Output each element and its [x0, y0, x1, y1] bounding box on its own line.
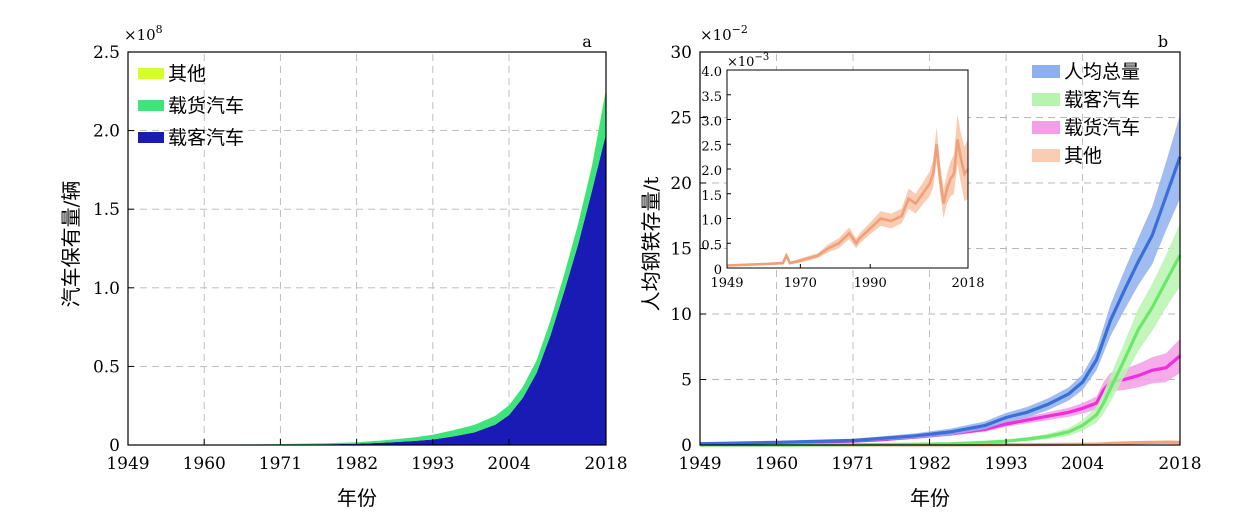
panel-a: 1949 1960 1971 1982 1993 2004 2018 0 0.5 1.0 1.5 2.… [59, 23, 628, 510]
y-tick-label: 2.5 [93, 43, 120, 63]
x-tick-label: 1960 [755, 454, 798, 474]
panel-a-ylabel: 汽车保有量/辆 [59, 181, 83, 308]
legend-swatch [1032, 121, 1060, 134]
y-tick-label: 2.0 [701, 164, 722, 179]
panel-a-xlabel: 年份 [337, 486, 377, 510]
panel-b: 1949 1960 1971 1982 1993 2004 2018 0 5 10 15 20 25 30… [639, 23, 1202, 510]
panel-b-ylabel: 人均钢铁存量/t [639, 177, 663, 312]
legend-swatch [1032, 149, 1060, 162]
legend-label: 人均总量 [1064, 61, 1140, 83]
x-tick-label: 1982 [335, 454, 378, 474]
panel-b-letter: b [1158, 32, 1168, 51]
y-tick-label: 1.0 [93, 279, 120, 299]
legend-swatch [138, 100, 164, 111]
y-tick-label: 3.5 [701, 90, 722, 105]
legend-swatch [138, 68, 164, 79]
y-tick-label: 30 [670, 43, 692, 63]
x-tick-label: 1982 [908, 454, 951, 474]
x-tick-label: 1970 [784, 276, 817, 291]
y-tick-label: 0 [714, 263, 722, 278]
y-tick-label: 0.5 [701, 238, 722, 253]
panel-b-multiplier-exp: −2 [732, 23, 748, 36]
legend-label: 载货汽车 [1064, 117, 1140, 139]
y-tick-label: 0 [109, 436, 120, 456]
panel-a-letter: a [582, 32, 592, 51]
x-tick-label: 1990 [854, 276, 887, 291]
panel-b-inset: 1949 1970 1990 2018 0 0.5 1.0 1.5 2.0 2.5 3.0 3.5 4.… [701, 52, 984, 291]
legend-swatch [1032, 65, 1060, 78]
panel-b-xlabel: 年份 [910, 486, 950, 510]
legend-label: 其他 [1064, 145, 1102, 167]
x-tick-label: 1971 [831, 454, 874, 474]
legend-label: 载客汽车 [1064, 89, 1140, 111]
x-tick-label: 2018 [584, 454, 627, 474]
y-tick-label: 2.0 [93, 122, 120, 142]
x-tick-label: 1949 [678, 454, 721, 474]
figure: 1949 1960 1971 1982 1993 2004 2018 0 0.5 1.0 1.5 2.… [0, 0, 1252, 526]
legend-label: 载客汽车 [168, 127, 244, 149]
panel-a-multiplier: ×108 [124, 23, 163, 44]
x-tick-label: 1993 [984, 454, 1027, 474]
inset-multiplier: ×10−3 [727, 52, 769, 70]
x-tick-label: 2004 [487, 454, 530, 474]
legend-label: 其他 [168, 63, 206, 85]
x-tick-label: 1960 [183, 454, 226, 474]
x-tick-label: 1971 [259, 454, 302, 474]
x-tick-label: 2018 [951, 276, 984, 291]
area-passenger [128, 134, 606, 445]
y-tick-label: 0.5 [93, 357, 120, 377]
y-tick-label: 25 [670, 109, 692, 129]
y-tick-label: 1.0 [701, 214, 722, 229]
y-tick-label: 4.0 [701, 65, 722, 80]
legend-label: 载货汽车 [168, 95, 244, 117]
panel-b-multiplier: ×10−2 [700, 23, 748, 44]
y-tick-label: 1.5 [93, 200, 120, 220]
inset-multiplier-exp: −3 [754, 52, 769, 63]
y-tick-label: 5 [681, 371, 692, 391]
panel-a-multiplier-exp: 8 [156, 23, 163, 36]
figure-svg: 1949 1960 1971 1982 1993 2004 2018 0 0.5 1.0 1.5 2.… [0, 0, 1252, 526]
x-tick-label: 2018 [1158, 454, 1201, 474]
x-tick-label: 1993 [411, 454, 454, 474]
legend-swatch [1032, 93, 1060, 106]
line-passenger [700, 255, 1180, 445]
x-tick-label: 1949 [710, 276, 743, 291]
y-tick-label: 20 [670, 174, 692, 194]
y-tick-label: 0 [681, 436, 692, 456]
y-tick-label: 10 [670, 305, 692, 325]
y-tick-label: 2.5 [701, 139, 722, 154]
y-tick-label: 15 [670, 240, 692, 260]
legend-swatch [138, 132, 164, 143]
y-tick-label: 1.5 [701, 189, 722, 204]
x-tick-label: 1949 [106, 454, 149, 474]
y-tick-label: 3.0 [701, 115, 722, 130]
x-tick-label: 2004 [1061, 454, 1104, 474]
